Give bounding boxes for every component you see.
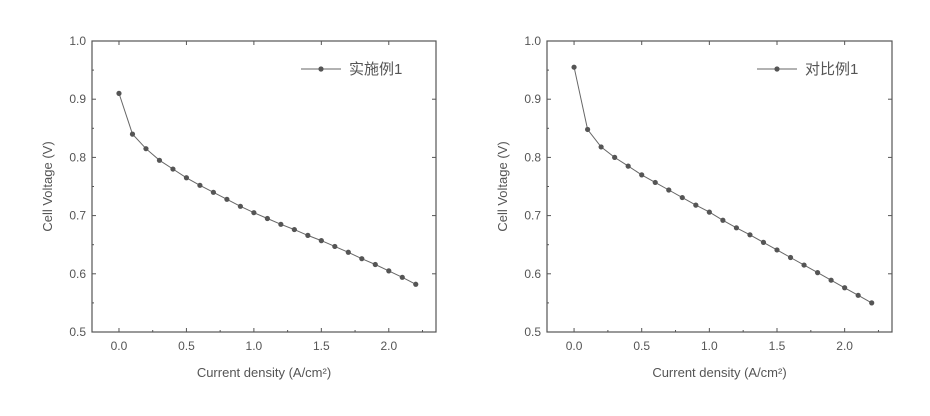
chart-left-xtick-label: 0.0 — [111, 339, 128, 353]
chart-right-data-point — [639, 172, 645, 178]
chart-left-plot-frame — [91, 40, 437, 333]
chart-left-data-point — [332, 243, 338, 250]
chart-right-data-point — [787, 254, 794, 261]
chart-right-panel: 0.5 0.6 0.7 0.8 0.9 1.0 0.0 0.5 1.0 1.5 2.0 Current… — [495, 34, 893, 380]
chart-right-data-point — [842, 285, 848, 291]
chart-left-data-point — [386, 268, 392, 274]
chart-left-data-point — [345, 249, 351, 255]
chart-left-data-point — [251, 210, 257, 216]
chart-right-ytick-label: 0.5 — [524, 325, 541, 339]
chart-right-plot-frame — [546, 40, 893, 333]
chart-right-ytick-label: 0.6 — [524, 267, 541, 281]
chart-right-data-point — [584, 126, 591, 133]
chart-right-data-point — [747, 232, 753, 238]
chart-right-legend-marker — [774, 66, 780, 72]
chart-left-data-point — [372, 261, 378, 268]
chart-right-ytick-label: 1.0 — [524, 34, 541, 48]
chart-right-ytick-label: 0.7 — [524, 209, 541, 223]
chart-left-data-point — [318, 238, 324, 244]
chart-left-data-point — [183, 175, 190, 181]
chart-right-x-axis-title: Current density (A/cm²) — [652, 365, 786, 380]
chart-left-xtick-label: 1.5 — [313, 339, 330, 353]
chart-right-data-point — [774, 247, 780, 253]
chart-right-data-point — [814, 270, 821, 276]
chart-left-ytick-label: 0.7 — [69, 209, 86, 223]
chart-left-data-point — [291, 226, 297, 233]
chart-right-data-point — [720, 217, 726, 223]
chart-left-ytick-label: 0.5 — [69, 325, 86, 339]
chart-left-ytick-label: 1.0 — [69, 34, 86, 48]
chart-right-data-point — [869, 300, 875, 306]
chart-left-legend-label: 实施例1 — [349, 61, 402, 78]
chart-left-y-axis-title: Cell Voltage (V) — [40, 141, 55, 231]
chart-left-data-point — [129, 131, 136, 137]
chart-right-legend-label: 对比例1 — [805, 61, 858, 78]
chart-right-data-point — [760, 239, 767, 245]
chart-left-xtick-label: 2.0 — [380, 339, 397, 353]
chart-right-data-point — [855, 292, 861, 298]
chart-right-data-point — [733, 225, 740, 231]
chart-right-data-point — [598, 144, 604, 150]
chart-left-data-point — [413, 281, 419, 287]
chart-right-ytick-label: 0.8 — [524, 150, 541, 164]
chart-left-xtick-label: 0.5 — [178, 339, 195, 353]
chart-right-data-point — [625, 163, 631, 169]
chart-right-data-point — [571, 64, 577, 70]
chart-left-ytick-label: 0.6 — [69, 267, 86, 281]
chart-right-data-point — [679, 194, 685, 201]
chart-left-data-point — [399, 274, 405, 280]
chart-left-xtick-label: 1.0 — [246, 339, 263, 353]
chart-left-data-point — [156, 157, 163, 163]
chart-left-data-point — [210, 189, 217, 195]
chart-right-xtick-label: 2.0 — [836, 339, 853, 353]
chart-left-series-line — [118, 93, 417, 285]
chart-left-data-point — [170, 166, 176, 172]
chart-right-data-point — [828, 277, 834, 283]
chart-right-xtick-label: 0.0 — [566, 339, 583, 353]
chart-right-xtick-label: 1.5 — [769, 339, 786, 353]
chart-left-data-point — [197, 182, 203, 188]
chart-left-data-point — [237, 203, 243, 209]
chart-right-data-point — [693, 202, 699, 208]
chart-left-data-point — [278, 221, 284, 227]
chart-left-data-point — [305, 232, 311, 238]
chart-left-data-point — [264, 215, 270, 222]
chart-right-data-point — [666, 187, 672, 193]
chart-right-data-point — [706, 209, 712, 215]
chart-right-xtick-label: 1.0 — [701, 339, 718, 353]
chart-right-data-point — [652, 179, 658, 186]
chart-left-data-point — [224, 196, 230, 202]
chart-left-data-point — [116, 90, 122, 96]
chart-left-data-point — [143, 146, 149, 152]
chart-left-legend-marker — [318, 66, 324, 72]
chart-right-data-point — [801, 262, 807, 268]
chart-right-series-line — [573, 67, 872, 304]
chart-left-ytick-label: 0.8 — [69, 150, 86, 164]
chart-right-ytick-label: 0.9 — [524, 92, 541, 106]
chart-left-ytick-label: 0.9 — [69, 92, 86, 106]
chart-right-y-axis-title: Cell Voltage (V) — [495, 141, 510, 231]
chart-right-data-point — [612, 154, 618, 160]
chart-left-panel: 0.5 0.6 0.7 0.8 0.9 1.0 0.0 0.5 1.0 1.5 2.0 Current… — [40, 34, 437, 380]
chart-right-xtick-label: 0.5 — [633, 339, 650, 353]
chart-left-data-point — [359, 256, 365, 262]
chart-left-x-axis-title: Current density (A/cm²) — [197, 365, 331, 380]
